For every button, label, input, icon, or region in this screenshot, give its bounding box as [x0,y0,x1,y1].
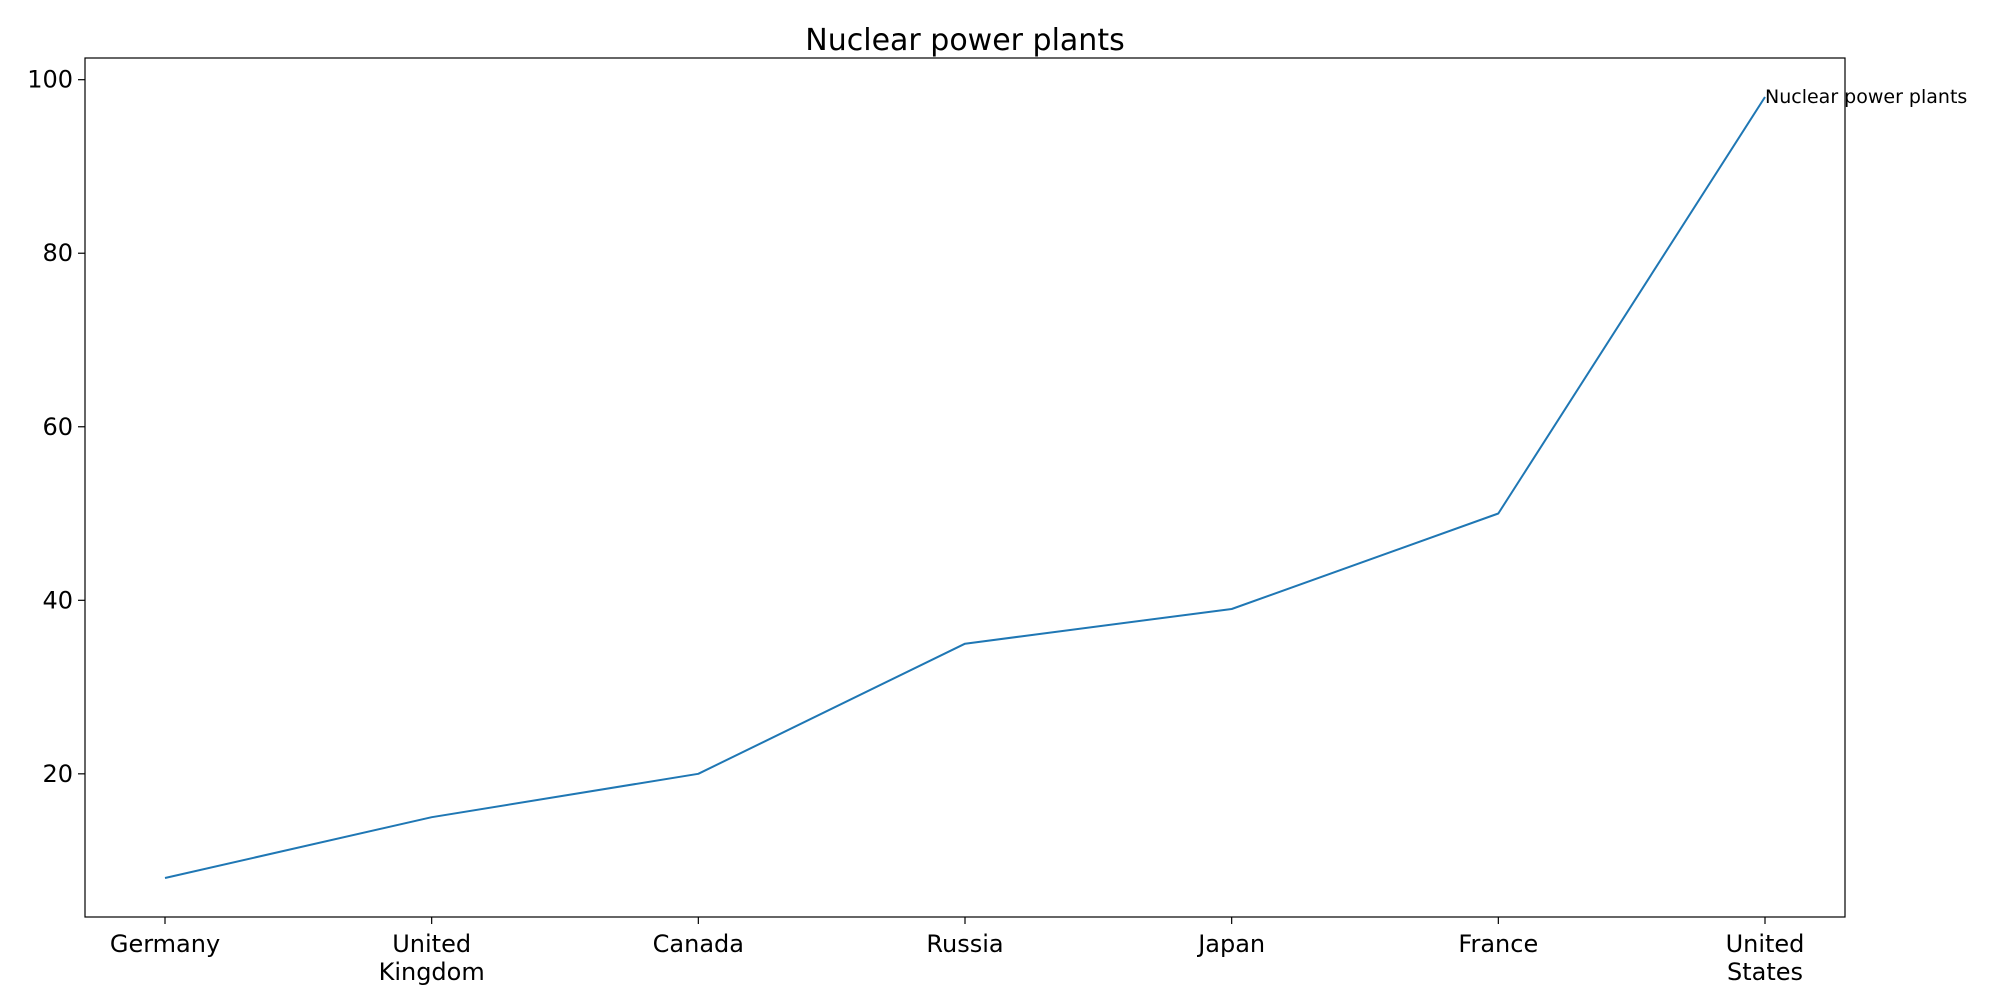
data-point [164,877,167,880]
data-point [964,642,967,645]
data-point [1497,512,1500,515]
y-tick-label: 100 [27,66,73,94]
x-tick-label-line: Germany [110,930,220,958]
chart-title: Nuclear power plants [805,23,1124,58]
series-group: Nuclear power plants [164,86,1967,880]
data-point [430,816,433,819]
x-tick-label-line: France [1458,930,1538,958]
series-line [164,96,1766,879]
y-tick-label: 20 [42,760,73,788]
x-tick-label: Canada [653,930,744,958]
x-tick-label-line: Russia [926,930,1003,958]
x-tick-label-line: Japan [1196,930,1265,958]
x-tick-label-line: States [1727,958,1803,986]
data-point [1230,608,1233,611]
series-label: Nuclear power plants [1765,86,1967,108]
x-tick-label: United States [1726,930,1805,986]
x-tick-label: United Kingdom [379,930,485,986]
x-tick-label-line: United [392,930,471,958]
x-tick-label-line: Kingdom [379,958,485,986]
y-tick-label: 40 [42,586,73,614]
x-tick-label: Japan [1196,930,1265,958]
x-tick-label-line: Canada [653,930,744,958]
plot-frame [84,57,1846,918]
data-point [697,772,700,775]
x-tick-label: Germany [110,930,220,958]
y-tick-label: 60 [42,413,73,441]
x-tick-label: France [1458,930,1538,958]
y-tick-label: 80 [42,239,73,267]
x-tick-label: Russia [926,930,1003,958]
x-tick-label-line: United [1726,930,1805,958]
y-axis: 20 40 60 80 100 [27,66,85,788]
